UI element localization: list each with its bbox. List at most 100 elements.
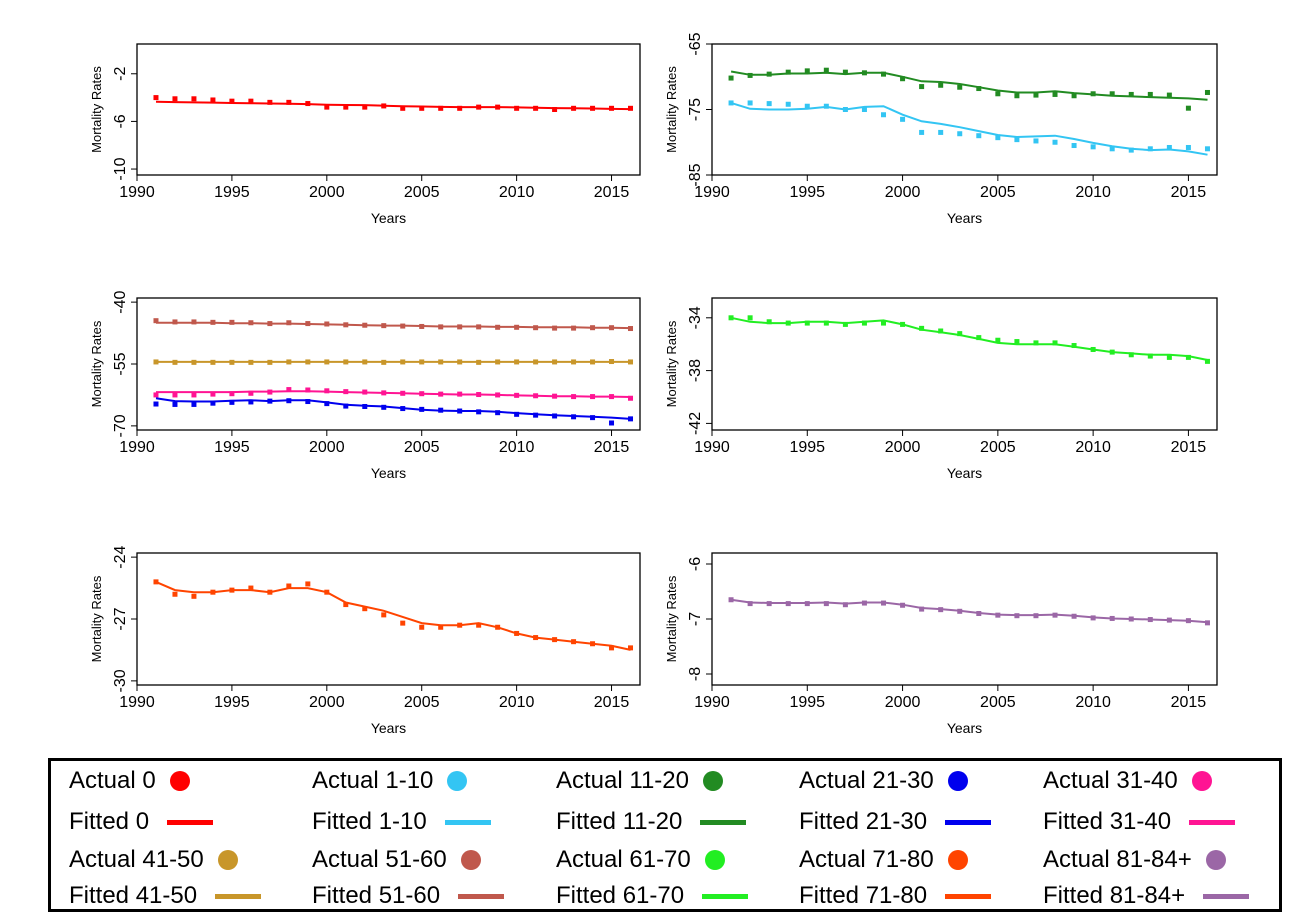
actual-point-81-84+ xyxy=(1071,613,1077,619)
actual-point-81-84+ xyxy=(1204,620,1210,626)
legend-item: Fitted 31-40 xyxy=(1043,808,1236,836)
actual-point-21-30 xyxy=(552,413,558,419)
plot-frame xyxy=(136,552,641,686)
actual-point-71-80 xyxy=(438,624,444,630)
actual-point-81-84+ xyxy=(842,602,848,608)
actual-point-31-40 xyxy=(495,392,501,398)
x-tick-label: 1990 xyxy=(694,439,730,456)
actual-point-11-20 xyxy=(1204,89,1210,95)
x-tick-label: 2000 xyxy=(309,694,345,711)
actual-point-51-60 xyxy=(362,322,368,328)
actual-point-41-50 xyxy=(210,359,216,365)
actual-point-11-20 xyxy=(881,71,887,77)
actual-point-61-70 xyxy=(900,321,906,327)
actual-point-0 xyxy=(609,105,615,111)
actual-point-1-10 xyxy=(881,112,887,118)
actual-point-21-30 xyxy=(362,403,368,409)
x-tick-label: 2015 xyxy=(594,694,630,711)
actual-point-1-10 xyxy=(1014,137,1020,143)
actual-point-31-40 xyxy=(438,391,444,397)
actual-point-31-40 xyxy=(343,389,349,395)
actual-point-61-70 xyxy=(1204,358,1210,364)
actual-point-31-40 xyxy=(533,393,539,399)
fitted-line-21-30 xyxy=(155,397,631,420)
actual-point-1-10 xyxy=(1128,147,1134,153)
actual-point-61-70 xyxy=(766,319,772,325)
actual-point-1-10 xyxy=(1090,144,1096,150)
actual-point-61-70 xyxy=(976,335,982,341)
x-tick-label: 2000 xyxy=(885,694,921,711)
x-tick-label: 1990 xyxy=(119,439,155,456)
actual-point-1-10 xyxy=(1204,146,1210,152)
actual-point-1-10 xyxy=(957,131,963,137)
actual-point-1-10 xyxy=(1147,146,1153,152)
actual-point-51-60 xyxy=(305,321,311,327)
actual-point-21-30 xyxy=(571,414,577,420)
actual-point-21-30 xyxy=(609,420,615,426)
actual-point-31-40 xyxy=(362,389,368,395)
legend-item: Actual 61-70 xyxy=(556,846,725,874)
actual-point-0 xyxy=(552,107,558,112)
legend-item: Fitted 51-60 xyxy=(312,882,505,910)
actual-point-0 xyxy=(533,105,539,111)
actual-point-61-70 xyxy=(1052,340,1058,346)
actual-point-71-80 xyxy=(153,579,159,585)
actual-point-61-70 xyxy=(1014,339,1020,345)
actual-point-0 xyxy=(229,98,235,104)
actual-point-41-50 xyxy=(457,359,463,365)
x-tick-label: 1995 xyxy=(789,439,825,456)
actual-point-61-70 xyxy=(747,315,753,321)
plot-frame xyxy=(136,43,641,176)
y-axis-label: Mortality Rates xyxy=(664,66,679,153)
actual-point-1-10 xyxy=(1166,144,1172,150)
actual-point-0 xyxy=(248,98,254,104)
x-tick-label: 2015 xyxy=(594,184,630,201)
y-tick-label: -2 xyxy=(112,67,129,81)
actual-point-1-10 xyxy=(747,100,753,106)
actual-point-21-30 xyxy=(533,412,539,418)
legend-line-swatch xyxy=(167,819,214,825)
actual-point-81-84+ xyxy=(957,608,963,614)
actual-point-31-40 xyxy=(476,392,482,398)
actual-point-0 xyxy=(324,104,330,110)
actual-point-71-80 xyxy=(286,583,292,589)
legend-label: Actual 11-20 xyxy=(556,767,689,794)
legend-item: Actual 31-40 xyxy=(1043,767,1212,795)
y-tick-label: -10 xyxy=(112,157,129,180)
actual-point-51-60 xyxy=(552,325,558,331)
y-axis-label: Mortality Rates xyxy=(89,66,104,153)
actual-point-11-20 xyxy=(1071,93,1077,99)
actual-point-31-40 xyxy=(267,389,273,395)
actual-point-11-20 xyxy=(957,84,963,90)
actual-point-61-70 xyxy=(881,320,887,326)
actual-point-21-30 xyxy=(153,401,159,407)
actual-point-51-60 xyxy=(381,323,387,329)
actual-point-81-84+ xyxy=(1109,615,1115,621)
actual-point-51-60 xyxy=(628,326,634,332)
legend-line-swatch xyxy=(945,819,992,825)
actual-point-1-10 xyxy=(919,129,925,135)
actual-point-51-60 xyxy=(324,321,330,327)
x-tick-label: 2010 xyxy=(1075,694,1111,711)
actual-point-11-20 xyxy=(804,68,810,74)
actual-point-21-30 xyxy=(305,399,311,405)
x-tick-label: 2015 xyxy=(1171,439,1207,456)
actual-point-0 xyxy=(400,105,406,111)
actual-point-11-20 xyxy=(900,76,906,82)
legend-item: Actual 0 xyxy=(69,767,190,795)
x-tick-label: 2015 xyxy=(1171,694,1207,711)
actual-point-31-40 xyxy=(609,394,615,400)
fitted-line-61-70 xyxy=(730,316,1208,361)
legend-label: Fitted 21-30 xyxy=(799,808,928,835)
legend-dot-swatch xyxy=(447,771,468,791)
actual-point-51-60 xyxy=(514,324,520,330)
actual-point-11-20 xyxy=(766,71,772,77)
y-tick-label: -27 xyxy=(112,607,129,630)
x-axis-label: Years xyxy=(947,210,982,226)
actual-point-71-80 xyxy=(552,637,558,643)
legend-label: Fitted 51-60 xyxy=(312,882,441,909)
actual-point-81-84+ xyxy=(1128,616,1134,622)
x-tick-label: 1995 xyxy=(214,439,250,456)
actual-point-81-84+ xyxy=(938,607,944,613)
actual-point-21-30 xyxy=(476,409,482,415)
